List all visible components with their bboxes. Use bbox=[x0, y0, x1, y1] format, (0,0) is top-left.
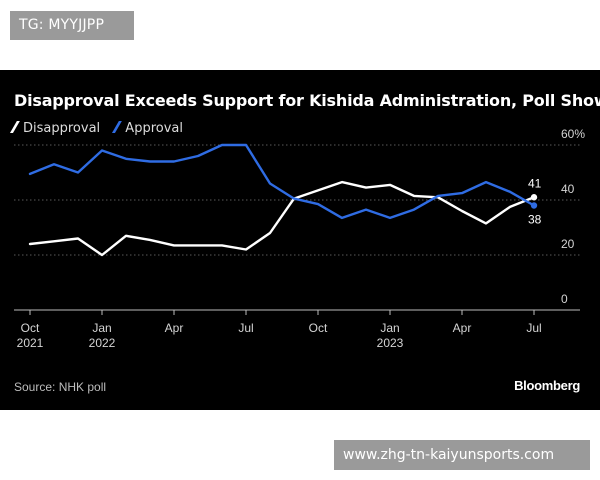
legend-label-approval: Approval bbox=[125, 121, 183, 136]
chart-panel: 0 20 40 60% Oct 2021 Jan 2022 Apr Jul Oct Jan 2023 Ap… bbox=[0, 70, 600, 410]
legend-item-disapproval: Disapproval bbox=[9, 120, 101, 136]
x-tick-label-7: Jul bbox=[526, 321, 541, 335]
x-tick-label-0: Oct bbox=[21, 321, 40, 335]
y-tick-label-40: 40 bbox=[561, 182, 575, 196]
x-tick-label-1: Jan bbox=[92, 321, 111, 335]
chart-title: Disapproval Exceeds Support for Kishida … bbox=[14, 91, 600, 110]
x-year-label-1: 2022 bbox=[89, 336, 116, 350]
chart-legend: Disapproval Approval bbox=[9, 120, 195, 136]
x-year-label-5: 2023 bbox=[377, 336, 404, 350]
legend-label-disapproval: Disapproval bbox=[23, 121, 101, 136]
x-tick-label-2: Apr bbox=[165, 321, 184, 335]
end-label-approval: 38 bbox=[528, 213, 542, 227]
x-tick-label-3: Jul bbox=[238, 321, 253, 335]
bottom-watermark: www.zhg-tn-kaiyunsports.com bbox=[334, 440, 590, 470]
series-line-approval bbox=[28, 143, 536, 220]
end-point-disapproval bbox=[530, 194, 538, 201]
series-line-disapproval bbox=[28, 180, 536, 257]
x-tick-label-5: Jan bbox=[380, 321, 399, 335]
y-tick-label-60: 60% bbox=[561, 127, 585, 141]
bloomberg-logo: Bloomberg bbox=[514, 378, 580, 393]
source-note: Source: NHK poll bbox=[14, 380, 107, 394]
end-point-approval bbox=[530, 202, 538, 209]
y-tick-label-20: 20 bbox=[561, 237, 575, 251]
x-tick-label-4: Oct bbox=[309, 321, 328, 335]
x-tick-label-6: Apr bbox=[453, 321, 472, 335]
end-label-disapproval: 41 bbox=[528, 176, 542, 190]
y-tick-label-0: 0 bbox=[561, 292, 568, 306]
top-watermark: TG: MYYJJPP bbox=[10, 11, 134, 40]
x-year-label-0: 2021 bbox=[17, 336, 44, 350]
legend-item-approval: Approval bbox=[112, 120, 183, 136]
legend-mark-approval bbox=[112, 121, 123, 133]
